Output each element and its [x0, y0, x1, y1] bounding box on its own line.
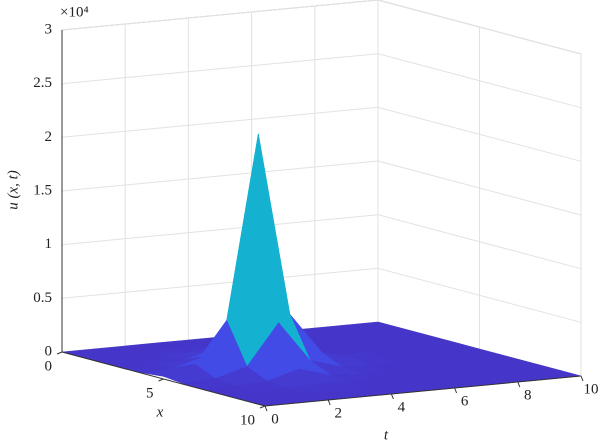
- x-axis-label: x: [156, 404, 164, 420]
- t-tick: [580, 375, 584, 382]
- tick-label-t: 4: [398, 399, 406, 415]
- tick-label-t: 2: [334, 405, 342, 421]
- t-tick: [517, 381, 521, 388]
- z-tick-label: 1: [45, 236, 53, 252]
- z-tick-label: 1.5: [33, 182, 52, 198]
- x-tick: [259, 405, 266, 409]
- axis-box: [61, 0, 582, 376]
- tick-label-t: 10: [584, 381, 599, 397]
- grid-line: [61, 53, 582, 109]
- t-tick: [390, 393, 394, 400]
- x-tick-label: 10: [240, 412, 255, 428]
- x-tick: [158, 378, 164, 382]
- z-axis-label: u (x, t): [5, 170, 21, 210]
- x-tick-label: 0: [45, 358, 53, 374]
- grid-line: [61, 106, 582, 162]
- tick-label-t: 8: [524, 387, 532, 403]
- grid-line: [61, 267, 582, 323]
- tick-label-t: 6: [461, 393, 469, 409]
- x-tick-label: 5: [146, 385, 154, 401]
- grid-line: [61, 0, 582, 55]
- z-tick-label: 0: [45, 343, 53, 359]
- t-tick: [264, 405, 268, 412]
- grid-line: [61, 160, 582, 216]
- t-axis-label: t: [384, 427, 389, 443]
- tick-label-t: 0: [271, 411, 279, 427]
- z-tick-label: 2: [45, 129, 53, 145]
- z-tick-label: 3: [45, 21, 53, 37]
- z-multiplier: ×10⁴: [60, 4, 89, 20]
- grid-line: [61, 214, 582, 270]
- z-tick-label: 0.5: [33, 290, 52, 306]
- t-tick: [454, 387, 458, 394]
- t-tick: [327, 399, 331, 406]
- z-tick-label: 2.5: [33, 75, 52, 91]
- x-tick: [56, 351, 63, 355]
- surface-cell: [226, 133, 279, 367]
- t-axis: [264, 375, 582, 407]
